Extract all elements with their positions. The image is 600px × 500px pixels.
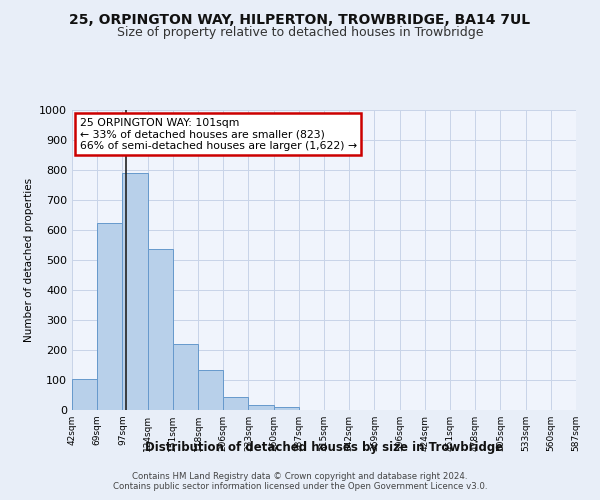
Bar <box>122 173 148 410</box>
Text: Distribution of detached houses by size in Trowbridge: Distribution of detached houses by size … <box>145 441 503 454</box>
Y-axis label: Number of detached properties: Number of detached properties <box>23 178 34 342</box>
Bar <box>248 405 274 410</box>
Text: Size of property relative to detached houses in Trowbridge: Size of property relative to detached ho… <box>117 26 483 39</box>
Bar <box>97 224 122 410</box>
Text: 25, ORPINGTON WAY, HILPERTON, TROWBRIDGE, BA14 7UL: 25, ORPINGTON WAY, HILPERTON, TROWBRIDGE… <box>70 12 530 26</box>
Text: Contains public sector information licensed under the Open Government Licence v3: Contains public sector information licen… <box>113 482 487 491</box>
Bar <box>274 407 299 410</box>
Text: Contains HM Land Registry data © Crown copyright and database right 2024.: Contains HM Land Registry data © Crown c… <box>132 472 468 481</box>
Bar <box>148 249 173 410</box>
Text: 25 ORPINGTON WAY: 101sqm
← 33% of detached houses are smaller (823)
66% of semi-: 25 ORPINGTON WAY: 101sqm ← 33% of detach… <box>80 118 356 150</box>
Bar <box>198 370 223 410</box>
Bar <box>173 344 198 410</box>
Bar <box>223 398 248 410</box>
Bar <box>72 379 97 410</box>
